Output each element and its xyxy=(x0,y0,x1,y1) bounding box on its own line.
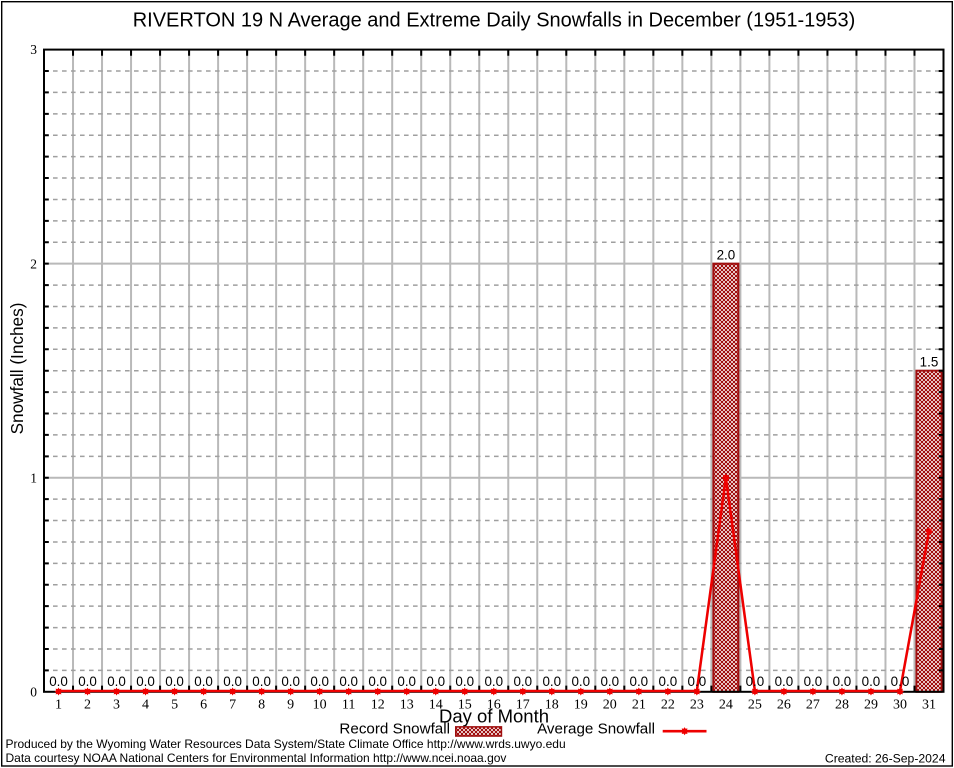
svg-text:2.0: 2.0 xyxy=(717,248,736,263)
svg-text:Day of Month: Day of Month xyxy=(439,706,549,727)
svg-text:0.0: 0.0 xyxy=(891,674,910,689)
svg-text:29: 29 xyxy=(864,697,878,712)
svg-text:28: 28 xyxy=(835,697,849,712)
svg-text:24: 24 xyxy=(719,697,733,712)
svg-text:0.0: 0.0 xyxy=(513,674,532,689)
svg-text:0.0: 0.0 xyxy=(542,674,561,689)
svg-text:Average Snowfall: Average Snowfall xyxy=(537,720,655,737)
svg-text:Record Snowfall: Record Snowfall xyxy=(339,720,450,737)
svg-text:0.0: 0.0 xyxy=(107,674,126,689)
svg-text:1: 1 xyxy=(55,697,62,712)
svg-text:0.0: 0.0 xyxy=(455,674,474,689)
svg-text:0.0: 0.0 xyxy=(281,674,300,689)
svg-text:Produced by the Wyoming Water: Produced by the Wyoming Water Resources … xyxy=(6,737,566,751)
svg-text:0.0: 0.0 xyxy=(49,674,68,689)
svg-text:0.0: 0.0 xyxy=(630,674,649,689)
svg-text:0.0: 0.0 xyxy=(252,674,271,689)
svg-text:19: 19 xyxy=(574,697,588,712)
svg-text:0.0: 0.0 xyxy=(339,674,358,689)
svg-text:15: 15 xyxy=(458,697,472,712)
svg-text:0.0: 0.0 xyxy=(223,674,242,689)
svg-text:31: 31 xyxy=(922,697,936,712)
svg-text:0.0: 0.0 xyxy=(426,674,445,689)
svg-text:5: 5 xyxy=(171,697,178,712)
svg-text:10: 10 xyxy=(313,697,327,712)
svg-text:0.0: 0.0 xyxy=(136,674,155,689)
svg-text:1.5: 1.5 xyxy=(920,355,939,370)
svg-text:13: 13 xyxy=(400,697,414,712)
svg-text:0.0: 0.0 xyxy=(746,674,765,689)
svg-text:20: 20 xyxy=(603,697,617,712)
svg-text:0.0: 0.0 xyxy=(484,674,503,689)
svg-text:8: 8 xyxy=(258,697,265,712)
svg-text:27: 27 xyxy=(806,697,820,712)
svg-text:23: 23 xyxy=(690,697,704,712)
svg-text:Snowfall (Inches): Snowfall (Inches) xyxy=(7,303,27,435)
svg-text:3: 3 xyxy=(30,42,37,57)
svg-text:0.0: 0.0 xyxy=(600,674,619,689)
svg-text:0: 0 xyxy=(30,684,37,699)
svg-text:17: 17 xyxy=(516,697,530,712)
svg-text:22: 22 xyxy=(661,697,675,712)
svg-text:7: 7 xyxy=(229,697,236,712)
svg-text:0.0: 0.0 xyxy=(659,674,678,689)
svg-text:26: 26 xyxy=(777,697,791,712)
svg-text:25: 25 xyxy=(748,697,762,712)
svg-text:11: 11 xyxy=(342,697,355,712)
svg-text:1: 1 xyxy=(30,470,37,485)
svg-text:21: 21 xyxy=(632,697,646,712)
svg-text:0.0: 0.0 xyxy=(833,674,852,689)
svg-text:9: 9 xyxy=(287,697,294,712)
svg-text:0.0: 0.0 xyxy=(804,674,823,689)
svg-text:RIVERTON 19 N Average and Extr: RIVERTON 19 N Average and Extreme Daily … xyxy=(133,10,856,32)
svg-text:0.0: 0.0 xyxy=(397,674,416,689)
svg-text:2: 2 xyxy=(30,256,37,271)
svg-text:4: 4 xyxy=(142,697,149,712)
svg-text:16: 16 xyxy=(487,697,501,712)
svg-text:Created: 26-Sep-2024: Created: 26-Sep-2024 xyxy=(825,751,946,765)
svg-text:18: 18 xyxy=(545,697,559,712)
svg-text:14: 14 xyxy=(429,697,443,712)
svg-text:0.0: 0.0 xyxy=(862,674,881,689)
svg-text:0.0: 0.0 xyxy=(571,674,590,689)
svg-text:3: 3 xyxy=(113,697,120,712)
svg-text:0.0: 0.0 xyxy=(368,674,387,689)
svg-text:6: 6 xyxy=(200,697,207,712)
svg-text:0.0: 0.0 xyxy=(310,674,329,689)
svg-text:Data courtesy NOAA National Ce: Data courtesy NOAA National Centers for … xyxy=(6,751,507,765)
svg-text:0.0: 0.0 xyxy=(194,674,213,689)
svg-text:12: 12 xyxy=(371,697,385,712)
svg-text:0.0: 0.0 xyxy=(78,674,97,689)
svg-text:0.0: 0.0 xyxy=(775,674,794,689)
svg-text:2: 2 xyxy=(84,697,91,712)
svg-text:30: 30 xyxy=(893,697,907,712)
svg-text:0.0: 0.0 xyxy=(688,674,707,689)
svg-text:0.0: 0.0 xyxy=(165,674,184,689)
